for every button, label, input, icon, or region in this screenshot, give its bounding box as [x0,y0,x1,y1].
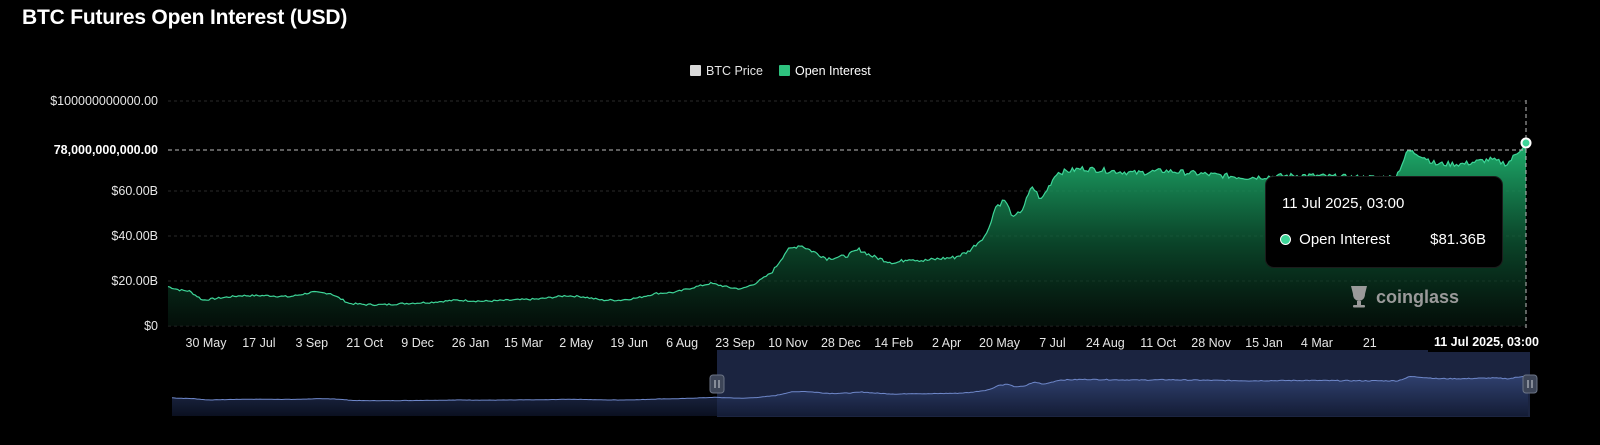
open-interest-area [168,142,1526,326]
navigator-left-handle[interactable] [709,374,725,394]
navigator-area [172,375,1528,416]
x-tick-label: 6 Aug [666,336,698,350]
navigator-line [171,374,1529,402]
x-tick-label: 21 [1363,336,1377,350]
tooltip-date: 11 Jul 2025, 03:00 [1282,195,1405,212]
x-tick-label: 7 Jul [1039,336,1065,350]
x-tick-label: 19 Jun [610,336,648,350]
legend-label-btc-price: BTC Price [706,64,763,78]
tooltip-series-label: Open Interest [1299,231,1391,248]
x-tick-label: 30 May [186,336,228,350]
coinglass-watermark: coinglass [1348,284,1459,308]
navigator-right-handle[interactable] [1522,374,1538,394]
x-tick-label: 9 Dec [401,336,434,350]
tooltip: 11 Jul 2025, 03:00 Open Interest $81.36B [1266,177,1502,267]
open-interest-line [167,142,1527,307]
x-tick-label: 28 Dec [821,336,861,350]
x-tick-label: 24 Aug [1086,336,1125,350]
crosshair-x-label: 11 Jul 2025, 03:00 [1428,332,1545,352]
tooltip-row-open-interest: Open Interest $81.36B [1280,231,1486,248]
y-tick-label: $40.00B [111,229,158,243]
x-tick-label: 2 May [559,336,594,350]
y-tick-label: $100000000000.00 [50,94,158,108]
legend-swatch-btc-price [690,65,701,76]
x-tick-label: 14 Feb [874,336,913,350]
x-tick-label: 21 Oct [346,336,383,350]
coinglass-logo-icon [1351,286,1367,308]
x-tick-label: 23 Sep [715,336,755,350]
x-axis: 30 May 17 Jul 3 Sep 21 Oct 9 Dec 26 Jan 15 Mar… [186,336,1377,350]
x-tick-label: 15 Jan [1245,336,1283,350]
y-tick-label: $60.00B [111,184,158,198]
legend-item-open-interest[interactable]: Open Interest [779,64,871,78]
x-tick-label: 26 Jan [452,336,490,350]
x-tick-label: 3 Sep [295,336,328,350]
navigator[interactable] [171,350,1538,417]
y-tick-label: $20.00B [111,274,158,288]
tooltip-series-dot [1280,234,1291,245]
legend-item-btc-price[interactable]: BTC Price [690,64,763,78]
x-tick-label: 4 Mar [1301,336,1333,350]
y-tick-label: $0 [144,319,158,333]
x-tick-label: 11 Oct [1140,336,1176,350]
x-tick-label: 15 Mar [504,336,543,350]
tooltip-series-value: $81.36B [1430,231,1486,248]
legend-swatch-open-interest [779,65,790,76]
x-tick-label: 20 May [979,336,1021,350]
x-tick-label: 2 Apr [932,336,961,350]
x-tick-label: 10 Nov [768,336,808,350]
crosshair-y-label: 78,000,000,000.00 [54,143,158,157]
legend-label-open-interest: Open Interest [795,64,871,78]
coinglass-wordmark: coinglass [1376,287,1460,307]
y-axis: $0 $20.00B $40.00B $60.00B $100000000000.00 [50,94,158,333]
hover-point [1520,137,1532,149]
chart-title: BTC Futures Open Interest (USD) [22,6,348,29]
legend: BTC Price Open Interest [690,64,871,78]
x-tick-label: 28 Nov [1191,336,1231,350]
x-tick-label: 17 Jul [242,336,275,350]
